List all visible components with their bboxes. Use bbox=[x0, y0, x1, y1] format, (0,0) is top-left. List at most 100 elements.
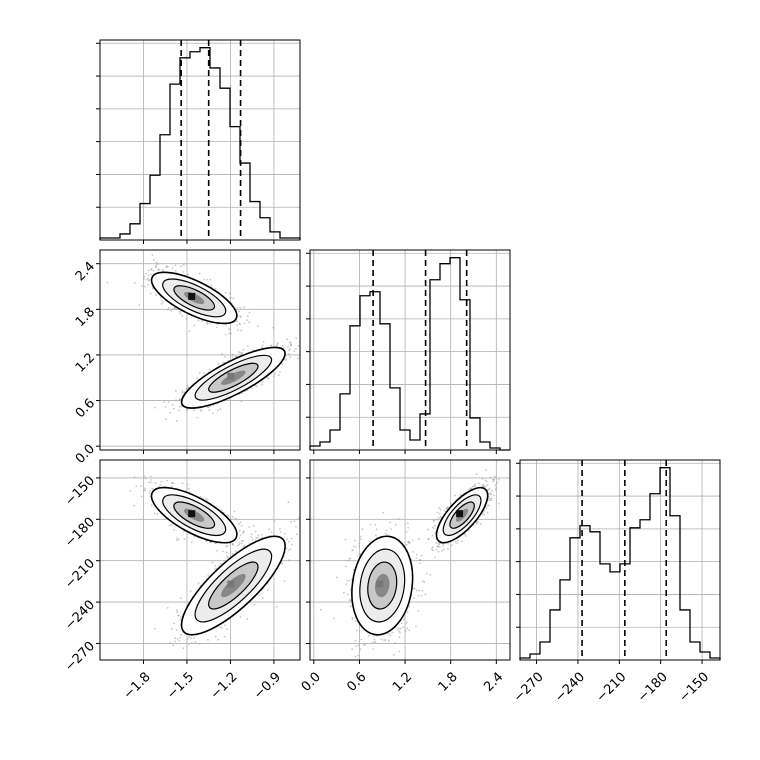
panel-p1-vs-p0-sample-point bbox=[231, 353, 234, 356]
panel-p2-vs-p0-sample-point bbox=[133, 504, 135, 507]
panel-p2-vs-p0-sample-point bbox=[211, 561, 214, 564]
panel-p1-vs-p0-sample-point bbox=[266, 376, 269, 379]
panel-p1-vs-p0-sample-point bbox=[281, 344, 284, 347]
panel-p1-vs-p0-sample-point bbox=[179, 398, 181, 400]
panel-p2-vs-p0-sample-point bbox=[234, 517, 237, 520]
panel-p2-vs-p0-sample-point bbox=[174, 637, 177, 640]
panel-p2-vs-p0-sample-point bbox=[289, 548, 292, 550]
panel-p2-vs-p0-sample-point bbox=[260, 533, 263, 536]
panel-p2-vs-p0-sample-point bbox=[193, 535, 196, 538]
panel-p1-vs-p0-sample-point bbox=[273, 373, 276, 375]
panel-p2-vs-p0-sample-point bbox=[199, 496, 202, 498]
panel-p2-vs-p0-sample-point bbox=[238, 537, 241, 540]
panel-p1-vs-p0-sample-point bbox=[228, 292, 231, 295]
panel-p1-vs-p0-sample-point bbox=[228, 327, 231, 330]
panel-p2-vs-p0-sample-point bbox=[173, 529, 176, 531]
panel-p1-vs-p0-group bbox=[99, 249, 303, 451]
panel-p1-vs-p0-peak-cell bbox=[227, 372, 235, 380]
panel-p2-vs-p0-sample-point bbox=[227, 515, 230, 517]
panel-p2-vs-p0-sample-point bbox=[133, 476, 136, 479]
panel-p1-vs-p0-sample-point bbox=[134, 281, 136, 284]
panel-p1-vs-p0-sample-point bbox=[183, 391, 186, 394]
panel-p1-vs-p0-sample-point bbox=[196, 377, 199, 379]
panel-p2-vs-p1-sample-point bbox=[485, 469, 487, 472]
panel-p1-vs-p0-sample-point bbox=[175, 399, 177, 402]
panel-p2-vs-p1-sample-point bbox=[434, 556, 436, 559]
panel-p1-vs-p0-sample-point bbox=[187, 273, 190, 276]
panel-p1-vs-p0-sample-point bbox=[174, 264, 177, 267]
panel-p2-vs-p1-sample-point bbox=[471, 485, 474, 488]
panel-p1-vs-p0-sample-point bbox=[288, 349, 290, 351]
panel-p1-vs-p0-sample-point bbox=[160, 302, 163, 305]
panel-p1-vs-p0-sample-point bbox=[301, 356, 303, 358]
histogram-p1-frame bbox=[309, 249, 511, 451]
panel-p1-vs-p0-sample-point bbox=[146, 278, 149, 281]
panel-p1-vs-p0-sample-point bbox=[272, 326, 275, 329]
panel-p1-vs-p0-sample-point bbox=[167, 306, 170, 309]
panel-p1-vs-p0-sample-point bbox=[165, 418, 167, 420]
panel-p1-vs-p0-sample-point bbox=[171, 404, 174, 406]
panel-p2-vs-p0-sample-point bbox=[226, 556, 229, 559]
panel-p1-vs-p0-sample-point bbox=[182, 271, 185, 273]
panel-p2-vs-p1-sample-point bbox=[435, 542, 438, 544]
panel-p2-vs-p0-sample-point bbox=[188, 490, 191, 493]
panel-p2-vs-p0-sample-point bbox=[149, 490, 151, 493]
panel-p2-vs-p0-sample-point bbox=[154, 482, 157, 485]
panel-p2-vs-p0-sample-point bbox=[288, 559, 290, 561]
panel-p1-vs-p0-sample-point bbox=[162, 268, 164, 271]
panel-p1-vs-p0-sample-point bbox=[257, 325, 260, 328]
panel-p2-vs-p0-sample-point bbox=[202, 497, 204, 500]
panel-p1-vs-p0-sample-point bbox=[261, 381, 264, 383]
panel-p2-vs-p0-sample-point bbox=[190, 642, 193, 644]
panel-p2-vs-p1-sample-point bbox=[486, 511, 489, 514]
panel-p1-vs-p0-sample-point bbox=[179, 405, 181, 408]
panel-p1-vs-p0-sample-point bbox=[147, 269, 150, 272]
panel-p2-vs-p0-sample-point bbox=[240, 525, 243, 527]
panel-p1-vs-p0-sample-point bbox=[230, 332, 232, 335]
panel-p2-vs-p0-sample-point bbox=[140, 495, 143, 498]
panel-p1-vs-p0-sample-point bbox=[236, 306, 239, 309]
panel-p1-vs-p0-sample-point bbox=[270, 345, 273, 347]
panel-p2-vs-p0-sample-point bbox=[226, 555, 228, 558]
panel-p1-vs-p0-sample-point bbox=[237, 351, 240, 353]
panel-p2-vs-p0-sample-point bbox=[217, 638, 220, 641]
panel-p1-vs-p0-sample-point bbox=[200, 408, 202, 411]
panel-p2-vs-p0-sample-point bbox=[246, 618, 249, 620]
panel-p2-vs-p1-sample-point bbox=[494, 488, 497, 491]
panel-p1-vs-p0-sample-point bbox=[155, 294, 157, 296]
panel-p2-vs-p0-sample-point bbox=[143, 487, 146, 490]
panel-p2-vs-p0-sample-point bbox=[296, 533, 298, 536]
panel-p1-vs-p0-sample-point bbox=[239, 316, 242, 318]
panel-p1-vs-p0-sample-point bbox=[208, 409, 211, 412]
panel-p1-vs-p0-sample-point bbox=[106, 281, 109, 284]
panel-p1-vs-p0-sample-point bbox=[219, 408, 222, 411]
panel-p1-vs-p0-sample-point bbox=[143, 275, 146, 278]
panel-p2-vs-p0-sample-point bbox=[172, 644, 174, 647]
panel-p2-vs-p0-sample-point bbox=[180, 633, 183, 636]
panel-p1-vs-p0-sample-point bbox=[208, 368, 211, 371]
panel-p2-vs-p0-sample-point bbox=[148, 481, 151, 484]
panel-p1-vs-p0-sample-point bbox=[297, 357, 299, 360]
panel-p2-vs-p0-sample-point bbox=[254, 539, 257, 541]
panel-p1-vs-p0-sample-point bbox=[275, 345, 278, 347]
panel-p2-vs-p0-sample-point bbox=[224, 624, 227, 626]
panel-p2-vs-p0-sample-point bbox=[183, 538, 186, 540]
panel-p2-vs-p0-sample-point bbox=[258, 594, 261, 597]
panel-p1-vs-p0-sample-point bbox=[153, 258, 155, 261]
panel-p2-vs-p0-sample-point bbox=[178, 614, 180, 617]
panel-p1-vs-p0-sample-point bbox=[147, 283, 149, 286]
panel-p2-vs-p0-sample-point bbox=[266, 589, 269, 591]
panel-p2-vs-p0-sample-point bbox=[231, 553, 234, 555]
panel-p1-vs-p0-sample-point bbox=[232, 297, 235, 300]
panel-p2-vs-p1-sample-point bbox=[480, 523, 482, 525]
panel-p2-vs-p0-sample-point bbox=[179, 618, 182, 621]
panel-p2-vs-p0-sample-point bbox=[186, 638, 189, 640]
panel-p2-vs-p0-sample-point bbox=[187, 487, 190, 490]
panel-p2-vs-p0-sample-point bbox=[222, 550, 224, 553]
panel-p2-vs-p0-sample-point bbox=[275, 605, 278, 608]
panel-p2-vs-p0-sample-point bbox=[170, 627, 173, 630]
panel-p2-vs-p0-sample-point bbox=[242, 539, 245, 542]
panel-p2-vs-p0-sample-point bbox=[150, 481, 153, 484]
panel-p1-vs-p0-sample-point bbox=[288, 353, 290, 355]
